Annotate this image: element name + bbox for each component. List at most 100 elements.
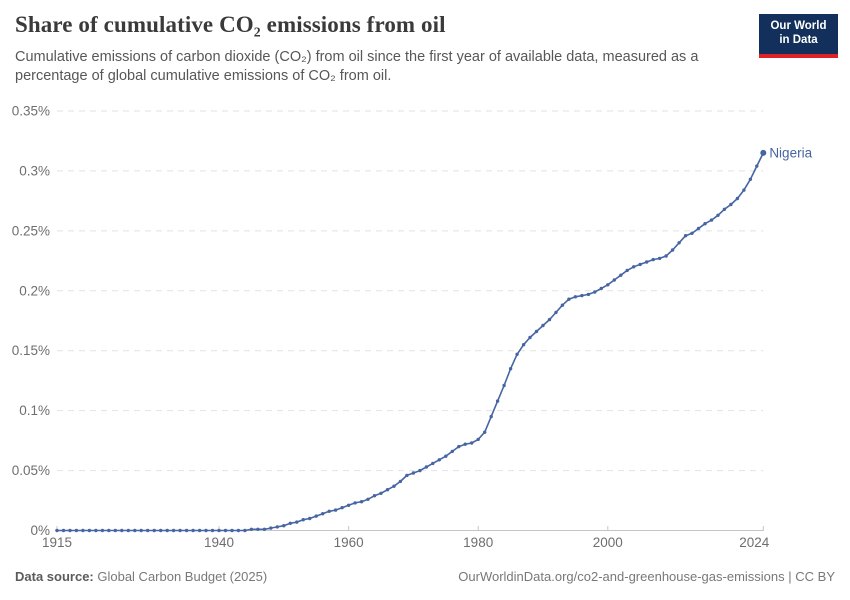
data-point (126, 528, 130, 533)
data-point (210, 528, 215, 533)
chart-subtitle: Cumulative emissions of carbon dioxide (… (15, 49, 699, 85)
data-point (619, 273, 623, 277)
data-point (534, 329, 539, 334)
data-point (457, 444, 461, 449)
data-point (722, 207, 727, 211)
x-tick-label: 2024 (739, 535, 770, 550)
data-point (61, 528, 66, 533)
data-point (521, 343, 526, 347)
data-point (333, 508, 338, 512)
data-point (87, 528, 92, 533)
license-sep: | (784, 569, 796, 584)
y-tick-label: 0.25% (12, 223, 50, 238)
data-point (321, 512, 325, 516)
owid-url-link[interactable]: OurWorldinData.org/co2-and-greenhouse-ga… (458, 569, 785, 584)
data-point (113, 528, 118, 533)
data-point (508, 367, 513, 371)
data-point (541, 323, 545, 328)
nigeria-line[interactable] (57, 152, 765, 532)
data-point (696, 226, 701, 231)
data-point (463, 442, 467, 446)
data-point (139, 528, 143, 533)
x-tick-label: 1940 (204, 535, 234, 550)
data-point (735, 196, 740, 201)
data-point (295, 520, 299, 524)
data-point (94, 528, 98, 533)
data-point (729, 202, 733, 207)
data-point (120, 528, 124, 533)
data-point (638, 262, 642, 267)
data-point (308, 516, 312, 521)
data-point (301, 518, 305, 522)
data-point (81, 528, 85, 533)
data-point (657, 256, 662, 261)
data-point (760, 149, 767, 156)
data-point (262, 527, 267, 531)
chart-header: Share of cumulative CO₂ emissions from o… (15, 12, 750, 87)
data-point (612, 278, 616, 282)
data-point (178, 528, 182, 533)
data-point (489, 414, 493, 419)
data-point (68, 528, 72, 533)
y-tick-label: 0.1% (19, 403, 50, 418)
y-tick-label: 0.15% (12, 343, 50, 358)
data-point (204, 528, 208, 533)
data-point (560, 303, 565, 307)
data-point (573, 295, 578, 299)
footer-right: OurWorldinData.org/co2-and-greenhouse-ga… (458, 569, 835, 584)
data-point (236, 528, 241, 533)
data-point (450, 449, 454, 454)
data-point (755, 164, 759, 168)
y-tick-label: 0.05% (12, 463, 50, 478)
owid-logo-line2: in Data (779, 34, 818, 47)
data-point (502, 383, 506, 388)
data-point (249, 527, 254, 531)
data-point (359, 500, 364, 504)
data-point (515, 352, 519, 356)
data-point (107, 528, 111, 533)
data-point (282, 524, 286, 528)
data-point (528, 335, 532, 340)
line-chart[interactable]: 0% 0.05% 0.1% 0.15% 0.2% 0.25% 0.3% 0.35% 1915 19… (0, 95, 850, 565)
data-source-label: Data source: (15, 569, 94, 584)
data-point (748, 177, 753, 181)
data-point (184, 528, 189, 533)
data-point (366, 497, 370, 501)
data-point (476, 437, 480, 442)
page-title: Share of cumulative CO₂ emissions from o… (15, 12, 446, 37)
data-point (418, 468, 422, 473)
y-tick-label: 0.3% (19, 163, 50, 178)
data-point (651, 257, 655, 262)
data-point (495, 399, 500, 403)
data-point (431, 461, 435, 466)
data-point (223, 528, 228, 533)
data-point (197, 528, 202, 533)
data-point (217, 528, 221, 533)
data-point (346, 503, 351, 507)
data-point (314, 514, 318, 518)
data-point (55, 528, 59, 533)
data-source-text: Global Carbon Budget (2025) (93, 569, 268, 584)
data-point (567, 297, 571, 301)
data-point (424, 465, 429, 469)
data-point (171, 528, 176, 533)
data-point (599, 286, 603, 291)
data-point (709, 218, 714, 222)
owid-logo-line1: Our World (770, 20, 827, 32)
data-point (340, 506, 344, 510)
data-point (74, 528, 79, 533)
data-point (716, 213, 720, 217)
data-point (683, 234, 688, 238)
data-point (379, 491, 383, 495)
owid-logo[interactable]: Our World in Data (759, 14, 838, 58)
series-label-nigeria[interactable]: Nigeria (769, 145, 812, 160)
data-point (100, 528, 105, 533)
data-point (392, 484, 396, 488)
data-point (133, 528, 137, 533)
data-point (411, 471, 416, 475)
data-point (606, 283, 610, 287)
x-tick-label: 2000 (593, 535, 623, 550)
data-point (191, 528, 195, 533)
data-point (327, 509, 331, 513)
